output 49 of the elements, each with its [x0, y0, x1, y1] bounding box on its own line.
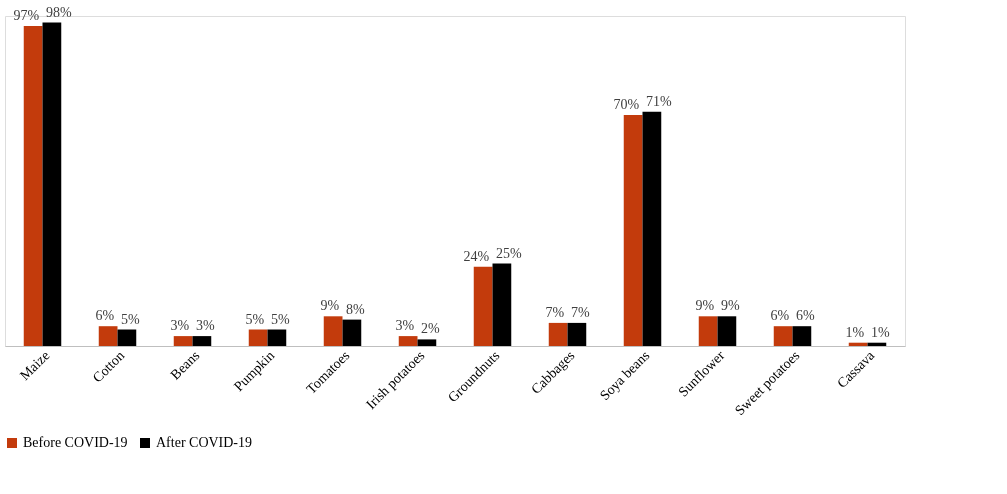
bar — [848, 342, 868, 346]
data-label: 6% — [795, 308, 815, 324]
legend-label: Before COVID-19 — [23, 435, 128, 450]
bar — [23, 25, 43, 346]
data-label: 98% — [45, 4, 72, 20]
bar — [792, 326, 812, 346]
data-label: 7% — [545, 304, 565, 320]
bar — [267, 329, 287, 346]
data-label: 9% — [320, 298, 340, 314]
data-label: 7% — [570, 304, 590, 320]
data-label: 25% — [495, 245, 522, 261]
bar — [698, 316, 718, 346]
data-label: 9% — [695, 298, 715, 314]
bar — [192, 336, 212, 346]
data-label: 71% — [645, 93, 672, 109]
data-label: 8% — [345, 301, 365, 317]
bar — [342, 319, 362, 346]
data-label: 6% — [95, 308, 115, 324]
bar — [548, 322, 568, 346]
legend-label: After COVID-19 — [156, 435, 253, 450]
data-label: 5% — [245, 311, 265, 327]
data-label: 9% — [720, 298, 740, 314]
bar — [473, 266, 493, 346]
data-label: 1% — [845, 324, 865, 340]
data-label: 3% — [195, 318, 215, 334]
bar — [623, 115, 643, 346]
bar — [567, 322, 587, 346]
bar — [717, 316, 737, 346]
data-label: 5% — [120, 311, 140, 327]
bar — [323, 316, 343, 346]
bar — [642, 111, 662, 346]
data-label: 6% — [770, 308, 790, 324]
bar — [98, 326, 118, 346]
bar — [42, 22, 62, 346]
bar — [773, 326, 793, 346]
bar — [417, 339, 437, 346]
bar — [492, 263, 512, 346]
data-label: 24% — [463, 248, 490, 264]
data-label: 3% — [170, 318, 190, 334]
bar — [398, 336, 418, 346]
data-label: 5% — [270, 311, 290, 327]
data-label: 2% — [420, 321, 440, 337]
bar — [248, 329, 268, 346]
data-label: 70% — [613, 97, 640, 112]
data-label: 97% — [13, 7, 40, 23]
data-label: 1% — [870, 324, 890, 340]
bar — [173, 336, 193, 346]
data-label: 3% — [395, 318, 415, 334]
bar — [117, 329, 137, 346]
